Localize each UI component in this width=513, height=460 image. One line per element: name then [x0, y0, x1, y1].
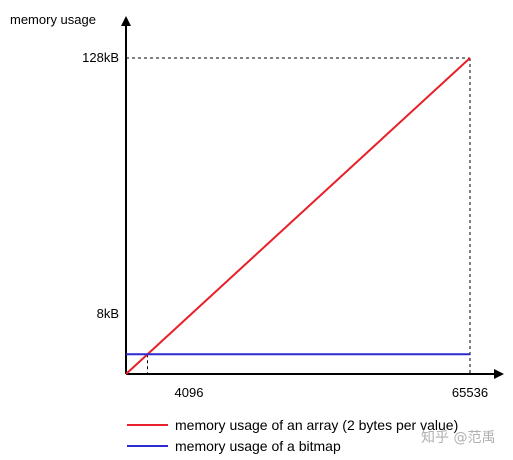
y-axis-title: memory usage [10, 12, 96, 27]
y-tick-8kB: 8kB [97, 306, 119, 321]
x-tick-4096: 4096 [175, 385, 204, 400]
guide-lines [126, 57, 471, 374]
series-line-array [125, 57, 471, 375]
legend: memory usage of an array (2 bytes per va… [127, 417, 458, 454]
series-lines [125, 57, 471, 375]
watermark-text: 知乎 @范禹 [421, 429, 495, 446]
legend-label-bitmap: memory usage of a bitmap [175, 438, 341, 454]
legend-label-array: memory usage of an array (2 bytes per va… [175, 417, 458, 433]
x-tick-65536: 65536 [452, 385, 488, 400]
y-tick-128kB: 128kB [82, 50, 119, 65]
